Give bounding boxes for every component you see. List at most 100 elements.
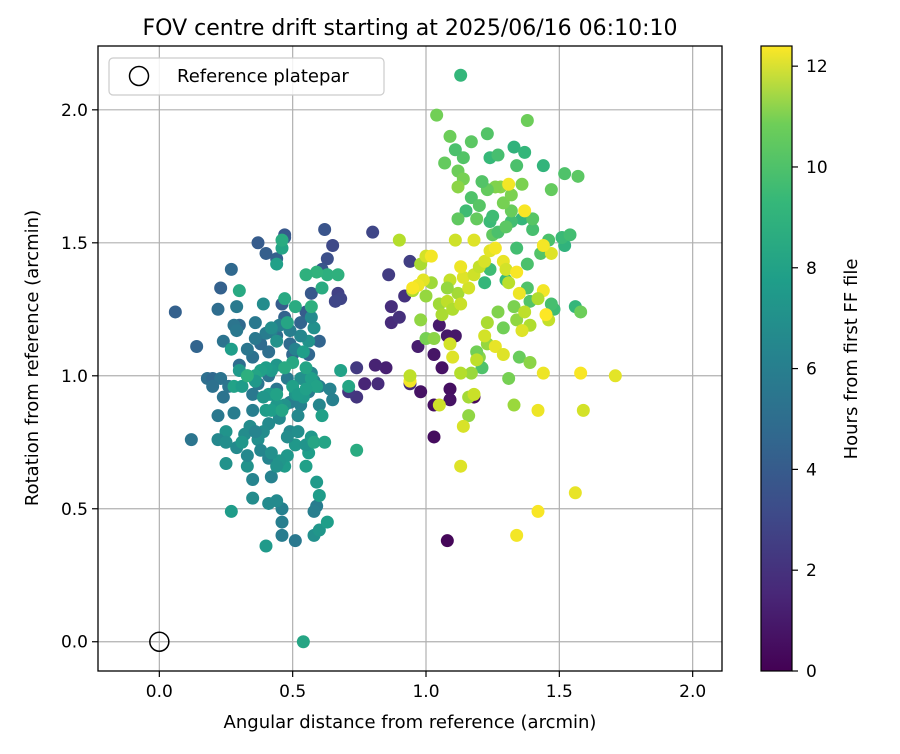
data-point bbox=[443, 393, 457, 407]
data-point bbox=[435, 308, 449, 322]
data-point bbox=[262, 345, 276, 359]
data-point bbox=[315, 281, 329, 295]
data-point bbox=[536, 366, 550, 380]
data-point bbox=[240, 449, 254, 463]
data-point bbox=[443, 129, 457, 143]
data-point bbox=[366, 225, 380, 239]
data-point bbox=[270, 334, 284, 348]
data-point bbox=[294, 371, 308, 385]
data-point bbox=[507, 140, 521, 154]
colorbar-label: Hours from first FF file bbox=[841, 259, 862, 460]
data-point bbox=[246, 403, 260, 417]
data-point bbox=[235, 379, 249, 393]
data-point bbox=[451, 212, 465, 226]
colorbar-tick-label: 0 bbox=[806, 662, 817, 682]
data-point bbox=[462, 281, 476, 295]
data-point bbox=[531, 292, 545, 306]
data-point bbox=[512, 286, 526, 300]
data-point bbox=[515, 177, 529, 191]
data-point bbox=[256, 297, 270, 311]
data-point bbox=[216, 334, 230, 348]
colorbar-tick-label: 6 bbox=[806, 360, 817, 380]
data-point bbox=[224, 342, 238, 356]
data-point bbox=[512, 350, 526, 364]
data-point bbox=[531, 403, 545, 417]
data-point bbox=[368, 358, 382, 372]
x-axis-ticks: 0.0 0.5 1.0 1.5 2.0 bbox=[146, 671, 706, 702]
data-point bbox=[240, 369, 254, 383]
colorbar-tick-label: 2 bbox=[806, 561, 817, 581]
data-point bbox=[440, 534, 454, 548]
data-point bbox=[520, 113, 534, 127]
data-point bbox=[235, 435, 249, 449]
data-point bbox=[510, 528, 524, 542]
x-tick-label: 0.0 bbox=[146, 682, 173, 702]
data-point bbox=[224, 262, 238, 276]
data-point bbox=[211, 409, 225, 423]
data-point bbox=[328, 294, 342, 308]
data-point bbox=[504, 204, 518, 218]
data-point bbox=[467, 233, 481, 247]
data-point bbox=[275, 528, 289, 542]
data-point bbox=[350, 361, 364, 375]
data-point bbox=[256, 390, 270, 404]
data-point bbox=[232, 284, 246, 298]
data-point bbox=[259, 246, 273, 260]
data-point bbox=[270, 387, 284, 401]
data-point bbox=[464, 135, 478, 149]
data-point bbox=[454, 68, 468, 82]
data-point bbox=[264, 470, 278, 484]
data-point bbox=[478, 329, 492, 343]
y-tick-label: 1.5 bbox=[61, 234, 88, 254]
data-point bbox=[518, 204, 532, 218]
data-point bbox=[307, 321, 321, 335]
data-point bbox=[379, 361, 393, 375]
legend-marker bbox=[128, 65, 150, 87]
data-point bbox=[462, 409, 476, 423]
data-point bbox=[299, 459, 313, 473]
data-point bbox=[414, 313, 428, 327]
data-point bbox=[502, 177, 516, 191]
data-point bbox=[224, 504, 238, 518]
data-point bbox=[448, 143, 462, 157]
data-point bbox=[326, 238, 340, 252]
legend: Reference platepar bbox=[108, 57, 385, 96]
data-point bbox=[392, 310, 406, 324]
colorbar-tick-label: 8 bbox=[806, 259, 817, 279]
data-point bbox=[448, 233, 462, 247]
data-point bbox=[464, 191, 478, 205]
data-point bbox=[544, 183, 558, 197]
data-point bbox=[211, 302, 225, 316]
data-point bbox=[230, 300, 244, 314]
x-tick-label: 1.5 bbox=[546, 682, 573, 702]
data-point bbox=[206, 379, 220, 393]
data-point bbox=[312, 398, 326, 412]
data-point bbox=[406, 281, 420, 295]
y-tick-label: 0.5 bbox=[61, 500, 88, 520]
data-point bbox=[270, 257, 284, 271]
data-point bbox=[451, 180, 465, 194]
data-point bbox=[536, 238, 550, 252]
data-point bbox=[318, 223, 332, 237]
data-point bbox=[264, 403, 278, 417]
data-point bbox=[536, 159, 550, 173]
chart-title: FOV centre drift starting at 2025/06/16 … bbox=[143, 16, 678, 41]
data-point bbox=[475, 175, 489, 189]
data-point bbox=[190, 340, 204, 354]
data-point bbox=[419, 289, 433, 303]
data-point bbox=[510, 313, 524, 327]
data-point bbox=[518, 145, 532, 159]
data-point bbox=[264, 446, 278, 460]
data-point bbox=[315, 409, 329, 423]
data-point bbox=[472, 199, 486, 213]
y-tick-label: 0.0 bbox=[61, 633, 88, 653]
data-point bbox=[216, 390, 230, 404]
legend-entry: Reference platepar bbox=[177, 66, 349, 87]
data-point bbox=[456, 151, 470, 165]
data-point bbox=[499, 262, 513, 276]
data-point bbox=[480, 127, 494, 141]
data-point bbox=[312, 523, 326, 537]
data-point bbox=[291, 409, 305, 423]
data-point bbox=[214, 371, 228, 385]
